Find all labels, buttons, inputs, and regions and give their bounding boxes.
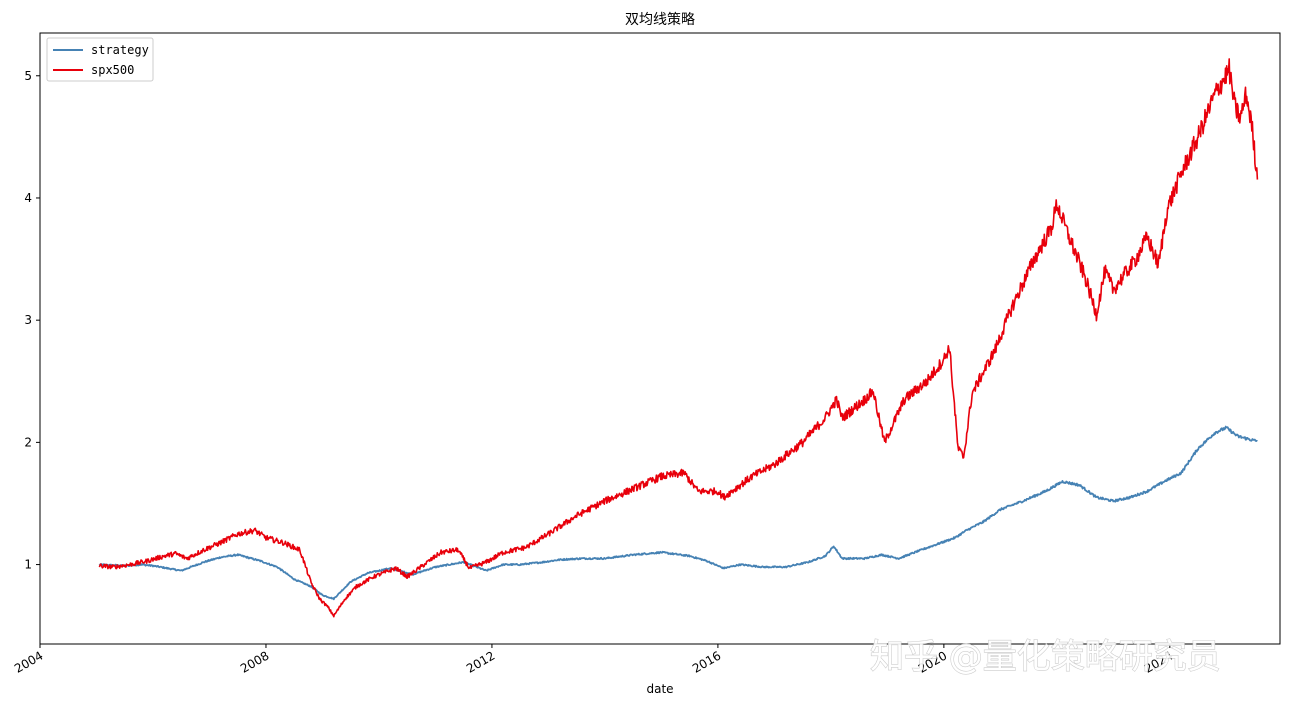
- series-layer: [98, 58, 1259, 618]
- y-tick-label-4: 4: [24, 191, 32, 205]
- plot-frame: [39, 32, 1281, 645]
- legend-label-spx500: spx500: [91, 63, 134, 77]
- y-tick-label-5: 5: [24, 69, 32, 83]
- series-line-spx500: [98, 58, 1259, 618]
- legend: strategy spx500: [46, 37, 154, 82]
- x-axis-label: date: [646, 682, 673, 696]
- x-tick-label-2008: 2008: [238, 648, 271, 675]
- y-tick-label-1: 1: [24, 558, 32, 572]
- legend-label-strategy: strategy: [91, 43, 149, 57]
- watermark: 知乎 @量化策略研究员: [870, 637, 1221, 677]
- y-axis: 1 2 3 4 5: [24, 69, 40, 572]
- y-tick-label-3: 3: [24, 313, 32, 327]
- chart-title: 双均线策略: [625, 11, 695, 28]
- x-tick-label-2004: 2004: [12, 648, 45, 675]
- series-line-strategy: [98, 425, 1258, 601]
- x-tick-label-2016: 2016: [690, 648, 723, 675]
- x-tick-label-2012: 2012: [464, 648, 497, 675]
- y-tick-label-2: 2: [24, 435, 32, 449]
